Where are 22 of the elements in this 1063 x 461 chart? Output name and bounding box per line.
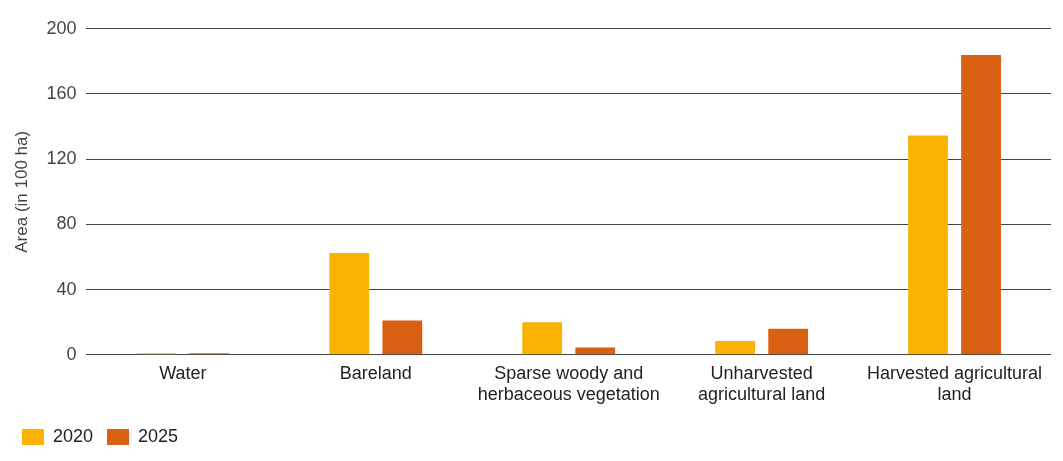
x-tick-label: Water	[159, 362, 207, 383]
bar	[329, 252, 370, 355]
y-tick-label: 40	[56, 278, 77, 299]
bar	[575, 347, 616, 355]
y-tick-label: 120	[46, 148, 77, 169]
x-tick-label: Sparse woody and herbaceous vegetation	[477, 362, 660, 405]
x-tick-label: Harvested agricultural land	[867, 362, 1043, 405]
y-axis-title: Area (in 100 ha)	[11, 130, 31, 253]
bar	[522, 322, 563, 355]
x-tick-label: Unharvested agricultural land	[698, 362, 826, 405]
bar	[768, 328, 809, 355]
y-tick-label: 200	[46, 17, 77, 38]
x-tick-label: Bareland	[339, 362, 412, 383]
y-tick-label: 80	[56, 213, 77, 234]
legend-label: 2020	[53, 425, 94, 446]
y-tick-label: 160	[46, 82, 77, 103]
y-tick-label: 0	[66, 343, 77, 364]
bar	[382, 320, 423, 355]
bar	[908, 135, 948, 355]
bar	[961, 54, 1001, 355]
legend-label: 2025	[138, 425, 179, 446]
bar	[715, 340, 755, 355]
